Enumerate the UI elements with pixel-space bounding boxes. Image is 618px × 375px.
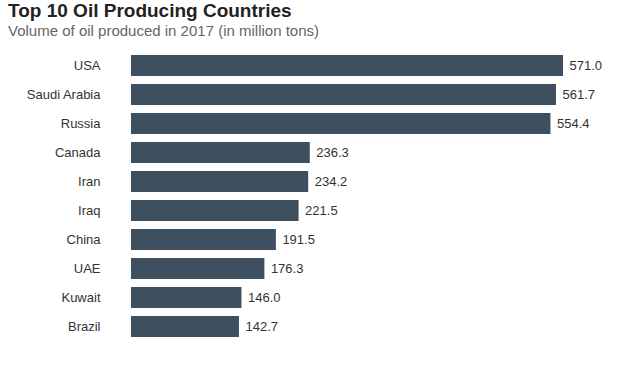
svg-text:561.7: 561.7 (562, 87, 595, 102)
svg-text:UAE: UAE (74, 261, 101, 276)
svg-text:Saudi Arabia: Saudi Arabia (27, 87, 101, 102)
svg-text:Kuwait: Kuwait (61, 290, 100, 305)
svg-text:142.7: 142.7 (245, 319, 278, 334)
svg-text:234.2: 234.2 (315, 174, 348, 189)
svg-text:221.5: 221.5 (305, 203, 338, 218)
svg-text:Iran: Iran (78, 174, 100, 189)
html-text:Top 10 Oil Producing Countries: Top 10 Oil Producing Countries (8, 0, 292, 21)
svg-text:146.0: 146.0 (248, 290, 281, 305)
svg-text:Canada: Canada (55, 145, 101, 160)
svg-text:USA: USA (74, 58, 101, 73)
svg-text:176.3: 176.3 (271, 261, 304, 276)
svg-text:Brazil: Brazil (68, 319, 101, 334)
svg-text:Iraq: Iraq (78, 203, 100, 218)
svg-text:China: China (67, 232, 102, 247)
html-text:Volume of oil produced in 2017: Volume of oil produced in 2017 (in milli… (8, 22, 319, 39)
svg-text:236.3: 236.3 (316, 145, 349, 160)
svg-text:Russia: Russia (61, 116, 102, 131)
svg-text:571.0: 571.0 (570, 58, 603, 73)
svg-text:191.5: 191.5 (282, 232, 315, 247)
svg-text:554.4: 554.4 (557, 116, 590, 131)
